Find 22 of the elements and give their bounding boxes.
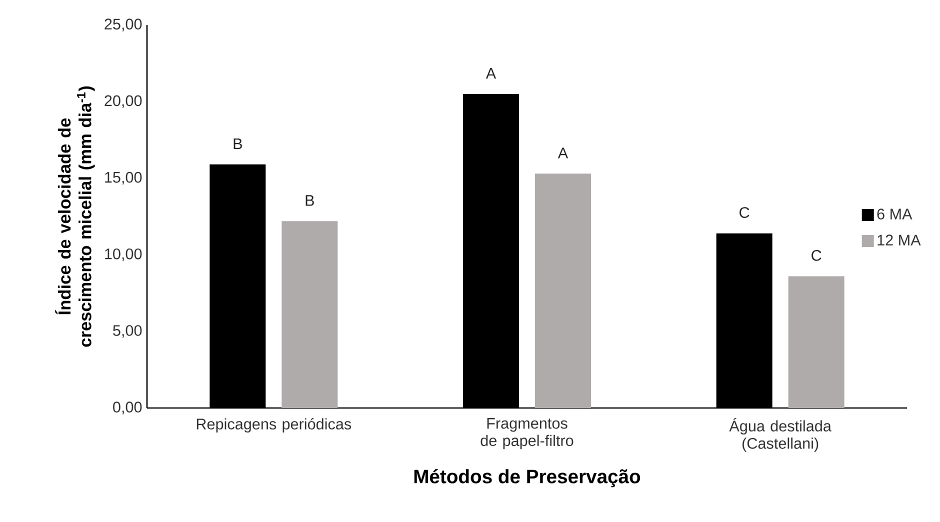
- y-tick-label: 15,00: [105, 172, 142, 185]
- data-label: A: [486, 68, 496, 79]
- y-tick-label: 25,00: [104, 18, 142, 32]
- data-label: C: [740, 207, 750, 218]
- bar: [788, 276, 844, 408]
- x-tick-label: Fragmentos de papel-filtro: [480, 418, 574, 450]
- bar: [535, 174, 591, 408]
- data-label: C: [812, 250, 822, 261]
- bar: [282, 221, 338, 408]
- y-tick-label: 0,00: [113, 402, 142, 414]
- x-axis-title: Métodos de Preservação: [414, 469, 640, 488]
- data-label: B: [306, 195, 314, 206]
- y-tick-label: 20,00: [104, 95, 142, 108]
- y-tick-label: 10,00: [105, 248, 142, 262]
- legend-label: 6 MA: [877, 208, 912, 220]
- y-axis-title: Índice de velocidade de crescimento micelial (mm dia$^{-1}$): [55, 86, 95, 347]
- y-tick-label: 5,00: [113, 325, 142, 338]
- x-tick-label: Água destilada (Castellani): [729, 418, 832, 452]
- x-tick-label: Repicagens periódicas: [196, 418, 352, 433]
- data-label: A: [558, 148, 568, 158]
- legend-label: 12 MA: [878, 234, 921, 246]
- data-label: B: [234, 138, 242, 150]
